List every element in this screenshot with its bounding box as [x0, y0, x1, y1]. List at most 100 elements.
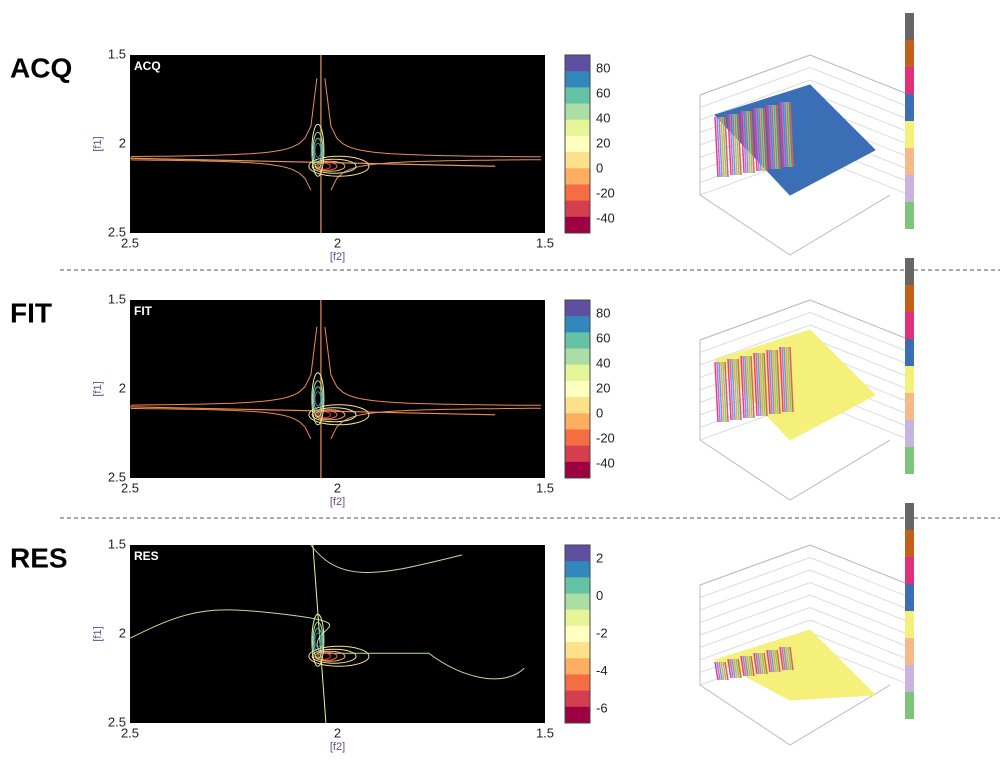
grid-3d — [809, 67, 911, 108]
wall-stripe — [748, 110, 753, 174]
colorbar-segment — [565, 332, 590, 350]
wall-stripe — [768, 104, 773, 170]
wall-stripe — [774, 649, 779, 673]
x-tick-label: 2 — [334, 235, 341, 250]
x-tick-label: 1.5 — [536, 725, 554, 740]
colorbar-tick-label: 40 — [596, 110, 610, 125]
wall-stripe — [727, 658, 732, 679]
wall-stripe — [718, 661, 723, 681]
colorbar-segment — [565, 200, 590, 218]
wall-stripe — [724, 116, 729, 178]
wall-stripe — [729, 113, 734, 176]
colorbar-segment — [565, 216, 590, 234]
x-tick-label: 2.5 — [121, 725, 139, 740]
wall-stripe — [729, 358, 734, 421]
colorbar-segment — [565, 609, 590, 627]
colorbar-tick-label: 20 — [596, 135, 610, 150]
y-tick-label: 2.5 — [108, 714, 126, 729]
wall-stripe — [733, 113, 738, 176]
wall-stripe — [737, 658, 742, 679]
contours — [129, 544, 525, 724]
colorbar-3d — [905, 420, 914, 447]
grid-3d — [699, 594, 811, 636]
grid-3d — [699, 67, 811, 108]
contours — [129, 55, 541, 233]
wall-stripe — [770, 104, 775, 170]
wall-stripe — [746, 110, 751, 174]
wall-stripe — [746, 355, 751, 419]
colorbar-frame — [564, 544, 591, 724]
contour — [318, 652, 331, 660]
wall-stripe — [716, 361, 721, 423]
wall-stripe — [731, 113, 736, 176]
wall-stripe — [718, 116, 723, 178]
colorbar-tick-label: -40 — [596, 210, 615, 225]
wall-stripe — [716, 116, 721, 178]
grid-3d — [809, 582, 911, 623]
wall-stripe — [750, 355, 755, 419]
wall-stripe — [785, 646, 790, 671]
wall-stripe — [755, 352, 760, 417]
plot-area — [130, 545, 545, 723]
grid-3d — [809, 594, 911, 636]
colorbar-3d — [905, 503, 914, 530]
y-axis-label: [f1] — [92, 626, 104, 641]
contour — [314, 409, 346, 421]
wall-stripe — [753, 107, 758, 172]
grid-3d — [809, 92, 911, 133]
colorbar-segment — [565, 348, 590, 366]
y-tick-label: 2.5 — [108, 469, 126, 484]
wall-stripe — [766, 104, 771, 170]
wall-stripe — [759, 652, 764, 675]
x-axis-label: [f2] — [330, 741, 345, 753]
x-tick-label: 1.5 — [536, 235, 554, 250]
wall-stripe — [779, 101, 784, 168]
wall-stripe — [733, 658, 738, 679]
y-tick-label: 2 — [119, 135, 126, 150]
contour — [310, 544, 463, 573]
contour — [313, 137, 323, 163]
wall-stripe — [735, 658, 740, 679]
wall-stripe — [776, 104, 781, 170]
wall-stripe — [787, 346, 792, 413]
wall-stripe — [768, 649, 773, 673]
colorbar-3d — [905, 148, 914, 175]
wall-stripe — [785, 346, 790, 413]
contour — [318, 411, 331, 419]
wall-stripe — [785, 101, 790, 168]
colorbar-tick-label: 60 — [596, 330, 610, 345]
grid-3d — [809, 312, 911, 353]
wall-stripe — [783, 346, 788, 413]
wall-stripe — [774, 104, 779, 170]
colorbar-3d — [905, 393, 914, 420]
plot-area — [130, 300, 545, 478]
colorbar-frame — [564, 54, 591, 234]
contours — [129, 300, 541, 478]
colorbar-segment — [565, 690, 590, 708]
wall-stripe — [789, 101, 794, 168]
wall-stripe — [776, 349, 781, 415]
contour — [308, 404, 370, 426]
surface-3d — [699, 13, 914, 256]
surface-3d — [699, 503, 914, 746]
wall-stripe — [781, 346, 786, 413]
contour — [130, 408, 312, 440]
grid-3d — [809, 324, 911, 366]
wall-stripe — [787, 101, 792, 168]
colorbar-3d — [905, 13, 914, 40]
grid-3d — [809, 632, 911, 673]
colorbar-tick-label: -20 — [596, 185, 615, 200]
wall-stripe — [742, 110, 747, 174]
wall-stripe — [722, 661, 727, 681]
row-label: ACQ — [10, 52, 72, 83]
grid-3d — [699, 619, 811, 661]
colorbar-tick-label: -6 — [596, 700, 608, 715]
wall-stripe — [757, 352, 762, 417]
colorbar-3d — [905, 121, 914, 148]
contour — [324, 78, 541, 158]
grid-3d — [809, 607, 911, 648]
contour — [129, 609, 525, 680]
y-tick-label: 2.5 — [108, 224, 126, 239]
wall-stripe — [757, 652, 762, 675]
